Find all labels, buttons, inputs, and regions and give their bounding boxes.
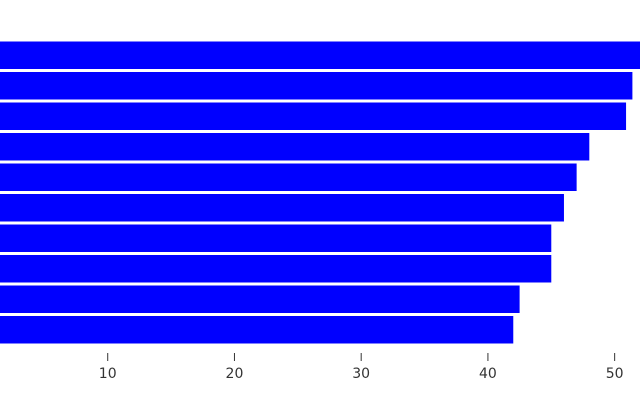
bar bbox=[0, 163, 577, 191]
x-tick-label: 50 bbox=[606, 366, 624, 382]
x-tick-label: 20 bbox=[226, 366, 244, 382]
bar bbox=[0, 194, 564, 222]
bar bbox=[0, 255, 552, 283]
bar bbox=[0, 72, 633, 100]
bar bbox=[0, 41, 640, 69]
bar bbox=[0, 285, 520, 313]
x-tick-label: 30 bbox=[352, 366, 370, 382]
bar bbox=[0, 133, 590, 161]
bar bbox=[0, 316, 514, 344]
bar bbox=[0, 102, 627, 130]
x-tick-label: 10 bbox=[99, 366, 117, 382]
bar bbox=[0, 224, 552, 252]
x-tick-label: 40 bbox=[479, 366, 497, 382]
